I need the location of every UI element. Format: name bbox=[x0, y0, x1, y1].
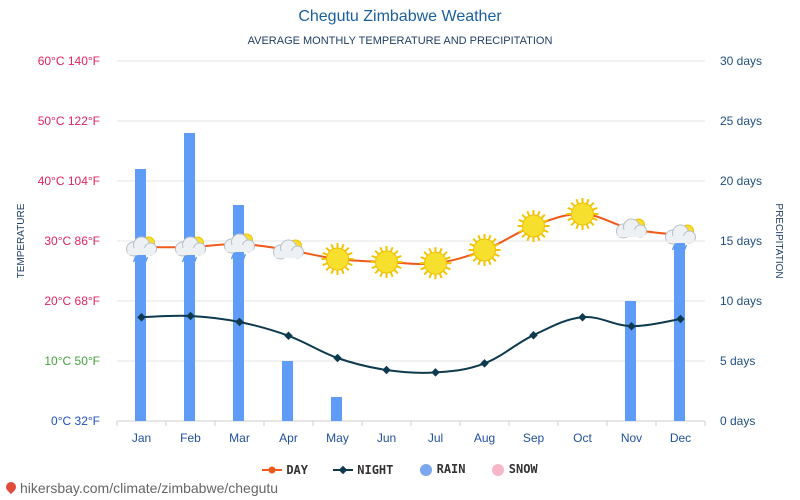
night-point[interactable] bbox=[578, 312, 587, 322]
x-tick-label: Nov bbox=[621, 431, 642, 445]
cloud-rain-icon bbox=[175, 236, 206, 263]
x-tick-label: Sep bbox=[523, 431, 545, 445]
legend-rain-label: RAIN bbox=[436, 462, 466, 477]
night-line-icon bbox=[333, 465, 354, 475]
chart-legend: DAY NIGHT RAIN SNOW bbox=[0, 462, 800, 477]
rain-bar[interactable] bbox=[625, 301, 636, 421]
night-point[interactable] bbox=[186, 311, 195, 321]
left-tick-label: 20°C 68°F bbox=[44, 294, 100, 308]
source-url: hikersbay.com/climate/zimbabwe/chegutu bbox=[20, 480, 279, 496]
rain-bar[interactable] bbox=[135, 169, 146, 421]
night-point[interactable] bbox=[529, 330, 538, 340]
partly-cloudy-icon bbox=[273, 239, 304, 260]
sun-icon bbox=[370, 246, 403, 278]
snow-dot-icon bbox=[491, 463, 504, 476]
location-pin-icon bbox=[3, 480, 19, 495]
right-axis-title: PRECIPITATION bbox=[773, 203, 784, 278]
sun-icon bbox=[468, 234, 501, 266]
rain-bar[interactable] bbox=[233, 205, 244, 421]
right-tick-label: 20 days bbox=[720, 174, 762, 188]
night-point[interactable] bbox=[480, 359, 489, 368]
right-tick-label: 15 days bbox=[720, 234, 762, 248]
partly-cloudy-icon bbox=[616, 218, 647, 239]
left-tick-label: 40°C 104°F bbox=[38, 174, 100, 188]
rain-bar[interactable] bbox=[184, 133, 195, 421]
x-tick-label: Dec bbox=[670, 431, 691, 445]
night-point[interactable] bbox=[382, 365, 391, 375]
night-line bbox=[141, 314, 681, 374]
x-tick-label: May bbox=[326, 431, 349, 445]
night-point[interactable] bbox=[235, 317, 244, 327]
night-point[interactable] bbox=[676, 314, 685, 324]
page-subtitle: AVERAGE MONTHLY TEMPERATURE AND PRECIPIT… bbox=[247, 35, 553, 47]
rain-bar[interactable] bbox=[331, 397, 342, 421]
right-tick-label: 10 days bbox=[720, 294, 762, 308]
night-point[interactable] bbox=[333, 353, 342, 363]
sun-icon bbox=[566, 198, 599, 230]
x-tick-label: Aug bbox=[474, 431, 495, 445]
sun-icon bbox=[517, 210, 550, 242]
cloud-rain-icon bbox=[224, 233, 255, 260]
sun-icon bbox=[321, 243, 354, 275]
legend-rain[interactable]: RAIN bbox=[419, 462, 466, 477]
rain-bar[interactable] bbox=[674, 241, 685, 421]
left-tick-label: 50°C 122°F bbox=[38, 114, 100, 128]
night-point[interactable] bbox=[627, 321, 636, 331]
right-tick-label: 0 days bbox=[720, 414, 755, 428]
page-title: Chegutu Zimbabwe Weather bbox=[298, 8, 502, 25]
day-line bbox=[141, 212, 681, 266]
x-tick-label: Apr bbox=[279, 431, 298, 445]
night-point[interactable] bbox=[431, 368, 440, 377]
rain-bar[interactable] bbox=[282, 361, 293, 421]
right-tick-label: 30 days bbox=[720, 54, 762, 68]
cloud-rain-icon bbox=[665, 224, 696, 251]
cloud-rain-icon bbox=[126, 236, 157, 263]
legend-night[interactable]: NIGHT bbox=[333, 463, 393, 477]
legend-day[interactable]: DAY bbox=[262, 463, 308, 477]
x-tick-label: Jan bbox=[132, 431, 151, 445]
left-tick-label: 0°C 32°F bbox=[51, 414, 100, 428]
rain-dot-icon bbox=[419, 463, 432, 476]
x-tick-label: Feb bbox=[180, 431, 201, 445]
night-point[interactable] bbox=[137, 312, 146, 322]
source-link[interactable]: hikersbay.com/climate/zimbabwe/chegutu bbox=[3, 480, 279, 496]
left-axis-title: TEMPERATURE bbox=[16, 203, 27, 278]
left-tick-label: 60°C 140°F bbox=[38, 54, 100, 68]
x-tick-label: Jun bbox=[377, 431, 396, 445]
left-tick-label: 10°C 50°F bbox=[44, 354, 100, 368]
legend-snow[interactable]: SNOW bbox=[491, 462, 538, 477]
right-tick-label: 25 days bbox=[720, 114, 762, 128]
left-tick-label: 30°C 86°F bbox=[44, 234, 100, 248]
legend-snow-label: SNOW bbox=[508, 462, 538, 477]
x-tick-label: Oct bbox=[573, 431, 592, 445]
night-point[interactable] bbox=[284, 331, 293, 341]
x-tick-label: Mar bbox=[229, 431, 250, 445]
sun-icon bbox=[419, 247, 452, 280]
day-line-icon bbox=[262, 466, 283, 474]
legend-night-label: NIGHT bbox=[357, 462, 394, 477]
x-tick-label: Jul bbox=[428, 431, 443, 445]
legend-day-label: DAY bbox=[286, 462, 309, 477]
right-tick-label: 5 days bbox=[720, 354, 755, 368]
